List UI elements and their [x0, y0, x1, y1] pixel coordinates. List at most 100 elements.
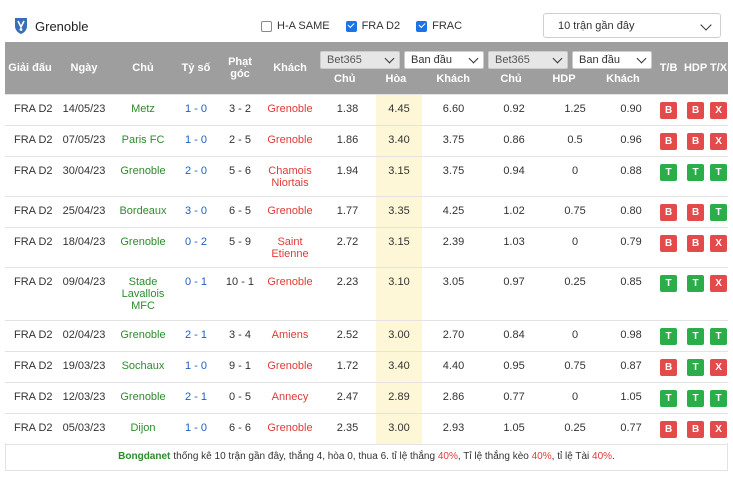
- hdp-away-odds-cell: 1.05: [607, 382, 656, 414]
- result-badge: X: [710, 421, 728, 438]
- away-team-cell[interactable]: Grenoble: [261, 125, 319, 157]
- score-cell[interactable]: 0 - 2: [173, 227, 219, 268]
- result-badge: B: [687, 102, 705, 119]
- hdp-home-odds-cell: 0.84: [485, 320, 544, 352]
- header-home: Chủ: [113, 42, 173, 95]
- date-cell: 07/05/23: [55, 125, 113, 157]
- result-badge: B: [687, 235, 705, 252]
- checkbox-fra-d2[interactable]: [345, 20, 357, 32]
- header-tb: T/B: [655, 42, 683, 95]
- match-range-select[interactable]: 10 trận gần đây: [543, 13, 721, 38]
- result-badge: X: [710, 133, 728, 150]
- checkbox-frac[interactable]: [416, 20, 428, 32]
- result-badge: B: [660, 133, 678, 150]
- corner-cell: 5 - 9: [219, 227, 261, 268]
- header-1x2-draw: Hòa: [385, 73, 407, 85]
- odds-draw-cell: 3.10: [376, 267, 422, 321]
- header-odds-hdp: Bet365 Ban đầu Chủ HDP Khách: [485, 42, 656, 95]
- result-hd-cell: T: [682, 382, 710, 414]
- score-cell[interactable]: 3 - 0: [173, 196, 219, 228]
- date-cell: 18/04/23: [55, 227, 113, 268]
- corner-cell: 9 - 1: [219, 351, 261, 383]
- score-cell[interactable]: 0 - 1: [173, 267, 219, 321]
- table-row[interactable]: FRA D2 09/04/23 Stade Lavallois MFC 0 - 1 10…: [5, 267, 729, 321]
- home-team-cell[interactable]: Paris FC: [113, 125, 173, 157]
- result-tb-cell: B: [655, 196, 683, 228]
- score-cell[interactable]: 1 - 0: [173, 94, 219, 126]
- away-team-cell[interactable]: Grenoble: [261, 94, 319, 126]
- odds-draw-cell: 4.45: [376, 94, 422, 126]
- match-history-table: Giải đấu Ngày Chủ Tỷ số Phạt góc Khách B…: [5, 42, 729, 445]
- away-team-cell[interactable]: Grenoble: [261, 196, 319, 228]
- result-hd-cell: B: [682, 196, 710, 228]
- home-team-cell[interactable]: Sochaux: [113, 351, 173, 383]
- odds-away-cell: 2.39: [422, 227, 486, 268]
- score-cell[interactable]: 2 - 1: [173, 320, 219, 352]
- home-team-cell[interactable]: Grenoble: [113, 156, 173, 197]
- away-team-cell[interactable]: Amiens: [261, 320, 319, 352]
- odds-type-select-hdp[interactable]: Ban đầu: [572, 51, 653, 69]
- score-cell[interactable]: 1 - 0: [173, 413, 219, 445]
- date-cell: 09/04/23: [55, 267, 113, 321]
- filter-fra-d2[interactable]: FRA D2: [345, 20, 400, 32]
- score-cell[interactable]: 2 - 1: [173, 382, 219, 414]
- home-team-cell[interactable]: Stade Lavallois MFC: [113, 267, 173, 321]
- odds-home-cell: 2.52: [319, 320, 376, 352]
- header-tx: T/X: [709, 42, 729, 95]
- score-cell[interactable]: 1 - 0: [173, 351, 219, 383]
- home-team-cell[interactable]: Grenoble: [113, 382, 173, 414]
- odds-draw-cell: 3.40: [376, 351, 422, 383]
- odds-type-select-1x2[interactable]: Ban đầu: [404, 51, 485, 69]
- result-hd-cell: B: [682, 227, 710, 268]
- result-hd-cell: B: [682, 413, 710, 445]
- result-tb-cell: B: [655, 125, 683, 157]
- league-cell: FRA D2: [5, 94, 55, 126]
- filter-ha-same[interactable]: H-A SAME: [261, 20, 330, 32]
- home-team-cell[interactable]: Grenoble: [113, 227, 173, 268]
- odds-away-cell: 6.60: [422, 94, 486, 126]
- result-hd-cell: B: [682, 125, 710, 157]
- score-cell[interactable]: 1 - 0: [173, 125, 219, 157]
- result-badge: B: [660, 204, 678, 221]
- score-cell[interactable]: 2 - 0: [173, 156, 219, 197]
- result-badge: T: [710, 390, 728, 407]
- header-1x2-home: Chủ: [334, 73, 356, 85]
- bookmaker-select-hdp[interactable]: Bet365: [488, 51, 569, 69]
- result-hd-cell: T: [682, 320, 710, 352]
- home-team-cell[interactable]: Dijon: [113, 413, 173, 445]
- away-team-cell[interactable]: Saint Etienne: [261, 227, 319, 268]
- filter-frac[interactable]: FRAC: [416, 20, 462, 32]
- hdp-home-odds-cell: 0.95: [485, 351, 544, 383]
- bookmaker-select-1x2[interactable]: Bet365: [320, 51, 401, 69]
- chevron-down-icon: [384, 53, 395, 64]
- result-tx-cell: T: [709, 320, 729, 352]
- away-team-cell[interactable]: Grenoble: [261, 267, 319, 321]
- away-team-cell[interactable]: Grenoble: [261, 413, 319, 445]
- checkbox-ha-same[interactable]: [261, 20, 272, 32]
- header-corner: Phạt góc: [219, 42, 261, 95]
- away-team-cell[interactable]: Annecy: [261, 382, 319, 414]
- brand-link[interactable]: Bongdanet: [118, 451, 171, 462]
- away-team-cell[interactable]: Chamois Niortais: [261, 156, 319, 197]
- league-cell: FRA D2: [5, 196, 55, 228]
- result-badge: T: [687, 275, 705, 292]
- home-team-cell[interactable]: Metz: [113, 94, 173, 126]
- odds-home-cell: 1.94: [319, 156, 376, 197]
- home-team-cell[interactable]: Grenoble: [113, 320, 173, 352]
- away-team-cell[interactable]: Grenoble: [261, 351, 319, 383]
- odds-draw-cell: 3.35: [376, 196, 422, 228]
- match-range-value: 10 trận gần đây: [558, 19, 635, 32]
- home-team-cell[interactable]: Bordeaux: [113, 196, 173, 228]
- corner-cell: 0 - 5: [219, 382, 261, 414]
- league-cell: FRA D2: [5, 351, 55, 383]
